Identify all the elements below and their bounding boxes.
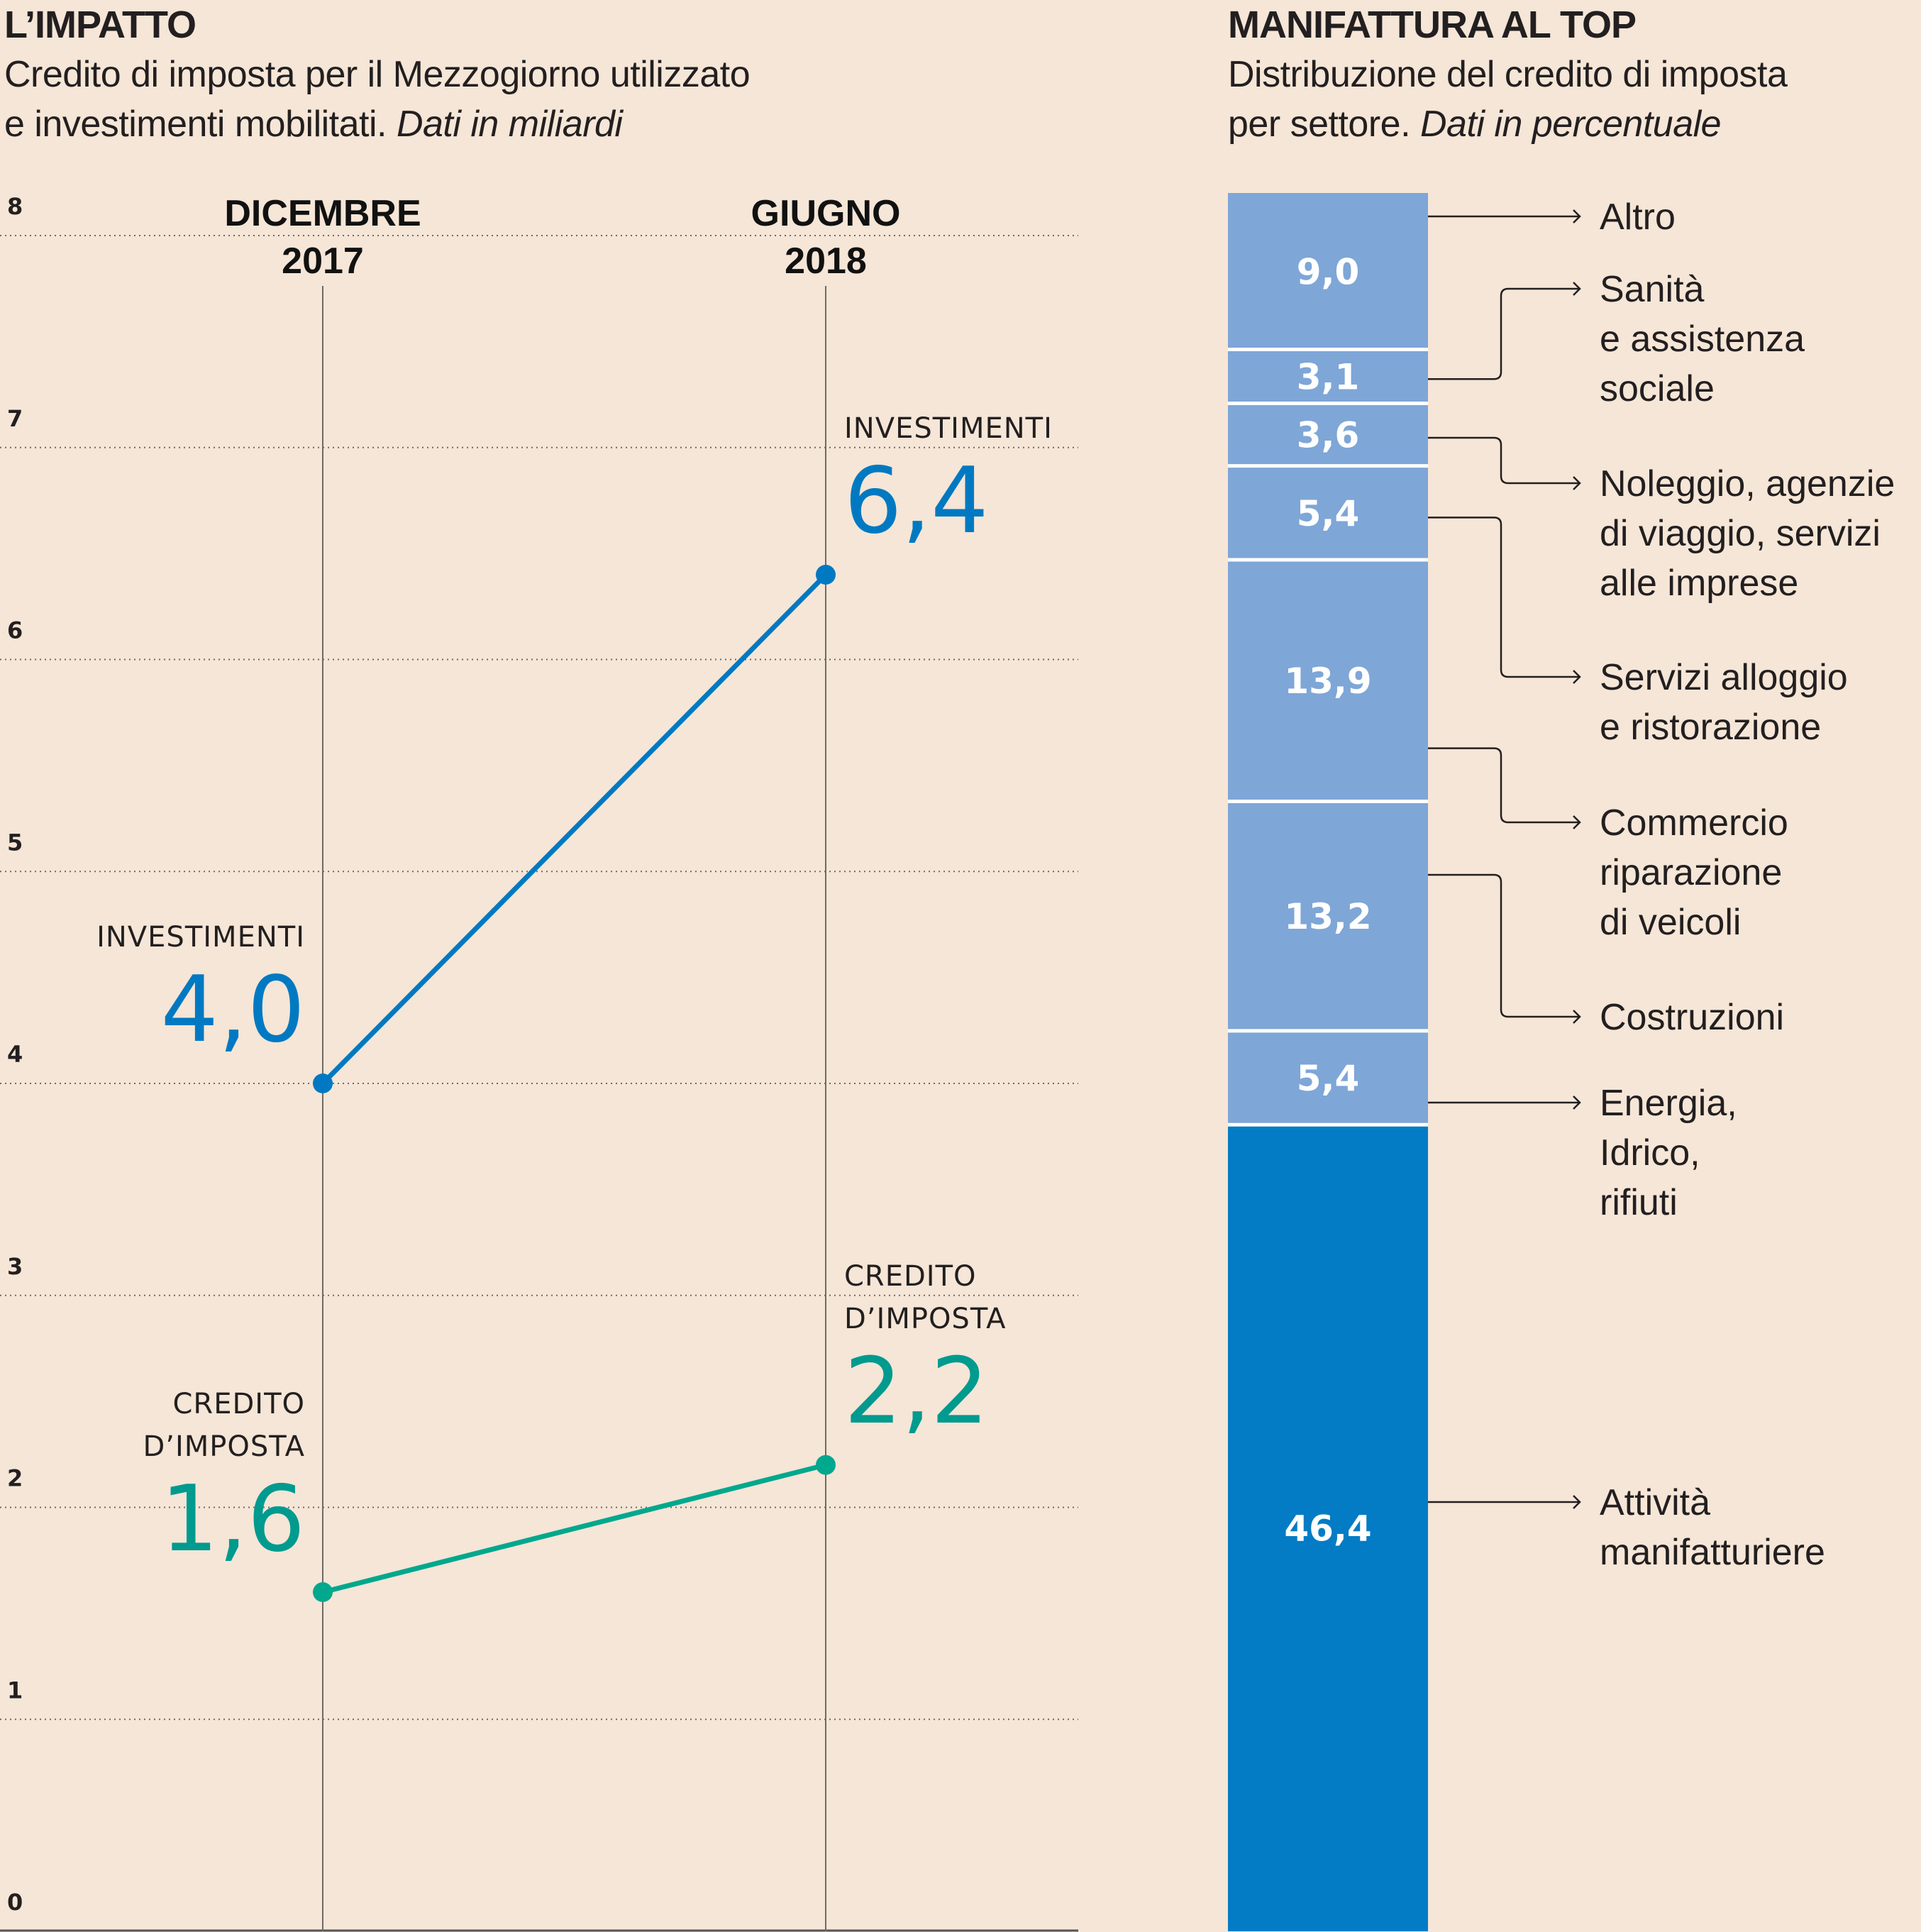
category-label: alle imprese	[1600, 563, 1798, 604]
y-tick-label: 8	[7, 193, 23, 220]
left-chart-title: L’IMPATTO	[4, 4, 196, 46]
bar-segment	[1228, 801, 1428, 1031]
series-line-credito	[322, 1462, 826, 1595]
right-chart-subtitle-line1: Distribuzione del credito di imposta	[1228, 54, 1788, 95]
category-label: Noleggio, agenzie	[1600, 463, 1895, 504]
leader-line	[1428, 436, 1580, 485]
bar-segment	[1228, 193, 1428, 350]
bar-segment	[1228, 465, 1428, 560]
category-label: Attività	[1600, 1482, 1710, 1523]
arrow-icon	[1573, 209, 1581, 223]
segment-value-label: 5,4	[1297, 1058, 1360, 1099]
right-chart-subtitle-line2: per settore. Dati in percentuale	[1228, 99, 1722, 149]
y-tick-label: 4	[7, 1041, 23, 1068]
segment-value-label: 3,6	[1297, 415, 1360, 456]
y-tick-label: 2	[7, 1465, 23, 1492]
leader-line	[1428, 287, 1580, 380]
series-line-investimenti	[321, 573, 828, 1086]
left-chart-subtitle-line1: Credito di imposta per il Mezzogiorno ut…	[4, 54, 751, 95]
series-name-label: CREDITO	[844, 1260, 977, 1293]
category-label: di veicoli	[1600, 902, 1741, 943]
category-label: Servizi alloggio	[1600, 657, 1848, 698]
data-point	[313, 1073, 333, 1093]
series-name-label: D’IMPOSTA	[143, 1430, 305, 1463]
y-tick-label: 5	[7, 829, 23, 856]
category-label: Altro	[1600, 197, 1676, 238]
category-label: manifatturiere	[1600, 1532, 1825, 1573]
series-name-label: D’IMPOSTA	[844, 1303, 1007, 1335]
bar-segment	[1228, 1125, 1428, 1931]
x-tick-label-year: 2018	[785, 241, 867, 282]
left-chart-subtitle-line2: e investimenti mobilitati. Dati in milia…	[4, 99, 623, 149]
segment-value-label: 13,9	[1284, 661, 1371, 702]
arrow-icon	[1573, 815, 1581, 829]
category-label: Commercio	[1600, 802, 1788, 844]
y-tick-label: 1	[7, 1677, 23, 1704]
data-value-label: 6,4	[844, 448, 989, 554]
x-tick-label-month: DICEMBRE	[224, 193, 421, 234]
category-label: sociale	[1600, 368, 1715, 409]
y-tick-label: 3	[7, 1253, 23, 1280]
series-name-label: CREDITO	[172, 1388, 305, 1420]
segment-value-label: 13,2	[1284, 896, 1371, 937]
arrow-icon	[1573, 282, 1581, 296]
series-name-label: INVESTIMENTI	[96, 921, 305, 954]
data-point	[313, 1582, 333, 1602]
arrow-icon	[1573, 1010, 1581, 1024]
data-point	[816, 1454, 836, 1475]
category-label: e ristorazione	[1600, 707, 1821, 748]
data-value-label: 1,6	[160, 1467, 305, 1572]
leader-line	[1428, 747, 1580, 824]
bar-segment	[1228, 559, 1428, 802]
leader-line	[1428, 517, 1580, 678]
category-label: di viaggio, servizi	[1600, 513, 1881, 554]
y-tick-label: 0	[7, 1889, 23, 1916]
right-subtitle-text: per settore.	[1228, 104, 1411, 145]
category-label: Energia,	[1600, 1083, 1737, 1124]
bar-segment	[1228, 1030, 1428, 1125]
arrow-icon	[1573, 1495, 1581, 1509]
category-label: riparazione	[1600, 852, 1782, 893]
bar-segment	[1228, 403, 1428, 466]
category-label: e assistenza	[1600, 319, 1805, 360]
segment-value-label: 3,1	[1297, 356, 1360, 397]
right-chart-title: MANIFATTURA AL TOP	[1228, 4, 1637, 46]
segment-value-label: 5,4	[1297, 493, 1360, 534]
left-subtitle-text: e investimenti mobilitati.	[4, 104, 387, 145]
arrow-icon	[1573, 1095, 1581, 1110]
x-tick-label-month: GIUGNO	[751, 193, 901, 234]
y-tick-label: 6	[7, 617, 23, 644]
category-label: Idrico,	[1600, 1132, 1700, 1174]
left-subtitle-unit: Dati in miliardi	[396, 104, 623, 145]
segment-value-label: 9,0	[1297, 251, 1360, 292]
arrow-icon	[1573, 670, 1581, 684]
arrow-icon	[1573, 476, 1581, 490]
leader-line	[1428, 873, 1580, 1018]
x-tick-label-year: 2017	[282, 241, 364, 282]
category-label: Sanità	[1600, 269, 1705, 310]
y-tick-label: 7	[7, 405, 23, 432]
data-value-label: 4,0	[160, 957, 305, 1063]
data-point	[816, 565, 836, 585]
bar-segment	[1228, 349, 1428, 404]
data-value-label: 2,2	[844, 1339, 989, 1445]
right-subtitle-unit: Dati in percentuale	[1419, 104, 1722, 145]
category-label: Costruzioni	[1600, 997, 1784, 1038]
segment-value-label: 46,4	[1284, 1508, 1371, 1550]
series-name-label: INVESTIMENTI	[844, 412, 1053, 445]
category-label: rifiuti	[1600, 1182, 1678, 1223]
